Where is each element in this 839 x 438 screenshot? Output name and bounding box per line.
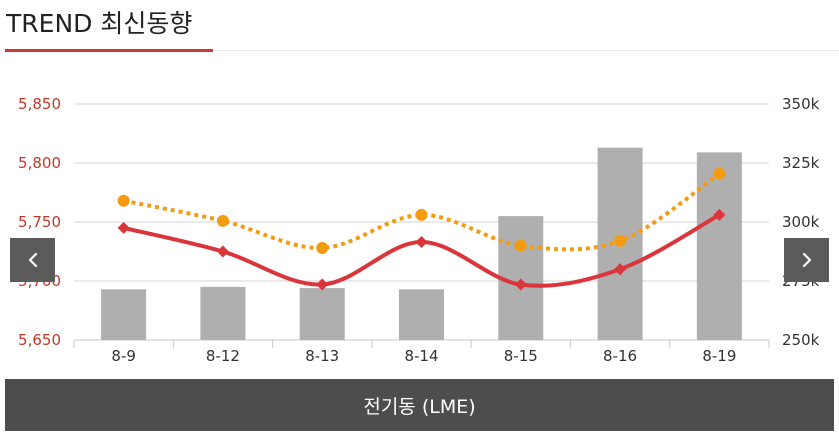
bar [696, 152, 742, 340]
solid-series-point [117, 221, 130, 234]
y-right-tick-label: 325k [782, 154, 820, 172]
dotted-series-point [713, 167, 726, 180]
y-left-tick-label: 5,800 [18, 154, 61, 172]
dotted-series-point [614, 234, 627, 247]
x-tick-label: 8-9 [111, 347, 136, 365]
next-button[interactable] [784, 238, 829, 282]
bar [299, 288, 345, 340]
y-right-tick-label: 300k [782, 213, 820, 231]
bar [200, 286, 246, 340]
x-tick-label: 8-14 [404, 347, 438, 365]
footer-bar: 전기동 (LME) [5, 379, 834, 431]
trend-chart: 5,6505,7005,7505,8005,850250k275k300k325… [18, 95, 820, 365]
x-tick-label: 8-15 [504, 347, 538, 365]
x-tick-label: 8-19 [702, 347, 736, 365]
bar [498, 216, 544, 340]
dotted-series-point [514, 239, 527, 252]
page-title: TREND 최신동향 [6, 9, 193, 38]
solid-series-point [614, 263, 627, 276]
previous-button[interactable] [10, 238, 55, 282]
chevron-right-icon [802, 252, 811, 268]
y-right-tick-label: 250k [782, 331, 820, 349]
dotted-series-point [216, 214, 229, 227]
dotted-series-point [316, 241, 329, 254]
solid-series-point [415, 236, 428, 249]
footer-label: 전기동 (LME) [363, 395, 476, 418]
y-right-tick-label: 350k [782, 95, 820, 113]
bar [101, 289, 147, 340]
y-left-tick-label: 5,850 [18, 95, 61, 113]
bar [399, 289, 444, 340]
title-underline [5, 49, 213, 52]
x-tick-label: 8-13 [305, 347, 339, 365]
header-divider [213, 50, 839, 51]
solid-series-point [316, 278, 329, 291]
x-tick-label: 8-12 [206, 347, 240, 365]
y-left-tick-label: 5,750 [18, 213, 61, 231]
x-tick-label: 8-16 [603, 347, 637, 365]
solid-series-point [713, 208, 726, 221]
solid-series-point [514, 278, 527, 291]
y-left-tick-label: 5,650 [18, 331, 61, 349]
dotted-series-point [415, 208, 428, 221]
solid-series-point [216, 245, 229, 258]
dotted-series-point [117, 194, 130, 207]
chevron-left-icon [28, 252, 37, 268]
header: TREND 최신동향 [0, 0, 839, 60]
